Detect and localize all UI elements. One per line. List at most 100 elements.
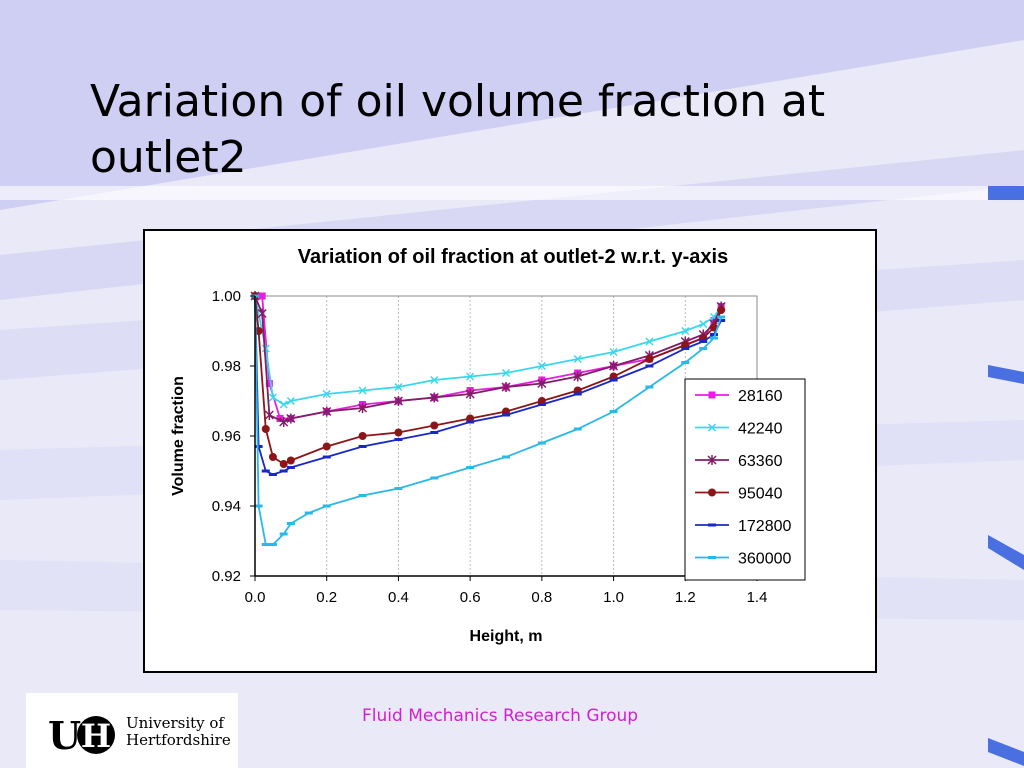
data-point xyxy=(609,361,619,371)
x-tick-label: 1.4 xyxy=(747,589,768,606)
data-point xyxy=(358,494,367,497)
data-point xyxy=(264,410,274,420)
data-point xyxy=(322,442,331,451)
data-point xyxy=(466,420,475,424)
chart-axes: 0.0 0.2 0.4 0.6 0.8 1.0 1.2 1.4 0.92 0.94 0.96 0.98… xyxy=(212,288,768,606)
data-point xyxy=(501,368,511,378)
data-point xyxy=(645,364,654,368)
data-point xyxy=(268,453,277,461)
data-point xyxy=(261,344,270,353)
data-point xyxy=(279,469,288,473)
x-tick-label: 0.6 xyxy=(460,589,481,606)
data-point xyxy=(709,336,718,340)
data-point xyxy=(681,361,690,364)
x-axis-label: Height, m xyxy=(470,628,543,645)
data-point xyxy=(709,333,718,336)
series-172800 xyxy=(251,294,726,476)
data-point xyxy=(261,543,270,546)
data-point xyxy=(430,431,439,434)
y-axis-label: Volume fraction xyxy=(170,376,187,496)
data-point xyxy=(268,393,277,402)
logo-text-line2: Hertfordshire xyxy=(126,731,231,749)
series-95040 xyxy=(251,292,726,468)
legend-swatch-marker xyxy=(708,556,716,559)
data-point xyxy=(501,382,511,392)
data-point xyxy=(358,445,367,448)
y-tick-label: 0.92 xyxy=(212,568,241,585)
series-line-95040 xyxy=(254,295,722,466)
data-point xyxy=(394,438,403,441)
data-point xyxy=(286,466,295,469)
x-tick-label: 0.0 xyxy=(245,589,266,606)
data-point xyxy=(322,406,332,417)
y-tick-label: 0.98 xyxy=(212,358,241,375)
legend-swatch-marker xyxy=(707,423,717,432)
data-point xyxy=(502,413,510,417)
data-point xyxy=(537,378,547,389)
data-point xyxy=(358,432,367,440)
data-point xyxy=(717,306,726,314)
x-tick-label: 1.2 xyxy=(675,589,696,606)
legend-box xyxy=(684,378,806,581)
data-point xyxy=(681,347,690,350)
data-point xyxy=(717,319,726,322)
data-point xyxy=(681,326,690,336)
data-point xyxy=(394,382,403,392)
logo-letter-u: U xyxy=(48,715,81,755)
footer-group-name: Fluid Mechanics Research Group xyxy=(362,706,639,726)
series-layer xyxy=(250,291,726,546)
data-point xyxy=(465,389,475,399)
data-point xyxy=(322,389,331,399)
data-point xyxy=(254,504,263,508)
decorative-band-1 xyxy=(988,186,1024,200)
data-point xyxy=(261,469,270,473)
decorative-band-4 xyxy=(988,738,1024,766)
data-point xyxy=(322,504,331,508)
data-point xyxy=(537,361,546,371)
legend-swatch-marker xyxy=(707,455,717,465)
data-point xyxy=(573,354,582,364)
legend-entry-label: 172800 xyxy=(738,518,791,535)
logo-letter-h: H xyxy=(81,717,111,755)
data-point xyxy=(699,319,708,329)
legend-entry-label: 95040 xyxy=(738,486,783,503)
data-point xyxy=(286,413,296,424)
data-point xyxy=(265,380,273,387)
data-point xyxy=(609,410,618,413)
data-point xyxy=(645,337,654,346)
data-point xyxy=(717,315,726,319)
data-point xyxy=(430,375,439,385)
data-point xyxy=(279,400,288,409)
data-point xyxy=(279,532,288,536)
university-logo: U H University of Hertfordshire xyxy=(26,693,238,768)
data-point xyxy=(573,371,583,382)
legend-entry-label: 42240 xyxy=(738,421,783,438)
chart-container: Variation of oil fraction at outlet-2 w.… xyxy=(143,229,877,673)
data-point xyxy=(279,417,289,427)
slide-title: Variation of oil volume fraction at outl… xyxy=(90,76,826,183)
data-point xyxy=(394,428,403,437)
data-point xyxy=(258,292,266,300)
data-point xyxy=(254,445,263,448)
data-point xyxy=(429,392,439,403)
legend-entry-label: 63360 xyxy=(738,453,783,470)
data-point xyxy=(393,396,403,406)
x-tick-label: 0.4 xyxy=(388,589,409,606)
data-point xyxy=(537,403,546,406)
data-point xyxy=(699,340,708,343)
chart-title: Variation of oil fraction at outlet-2 w.… xyxy=(298,246,728,268)
data-point xyxy=(268,473,277,476)
decorative-band-3 xyxy=(988,535,1024,570)
data-point xyxy=(430,421,439,430)
series-63360 xyxy=(250,291,726,427)
x-tick-label: 0.2 xyxy=(316,589,337,606)
x-tick-label: 1.0 xyxy=(603,589,624,606)
series-42240 xyxy=(250,291,726,409)
data-point xyxy=(466,466,475,469)
data-point xyxy=(430,476,439,480)
data-point xyxy=(466,372,475,381)
data-point xyxy=(286,396,295,406)
decorative-band-2 xyxy=(988,365,1024,384)
data-point xyxy=(609,347,618,357)
data-point xyxy=(322,455,331,459)
